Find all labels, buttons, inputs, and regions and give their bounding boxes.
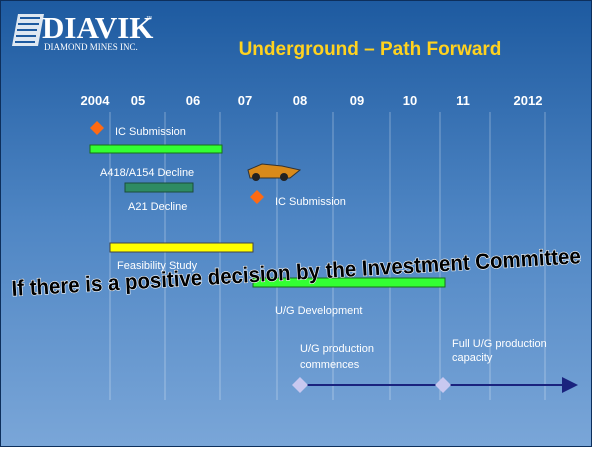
logo: DIAVIK ™ DIAMOND MINES INC.	[12, 10, 153, 52]
slide-title: Underground – Path Forward	[239, 39, 502, 60]
task-bar	[109, 242, 254, 253]
milestone-diamond	[250, 190, 264, 204]
logo-mark: ™	[146, 15, 152, 22]
milestone-label: Full U/G production	[452, 338, 547, 350]
year-label: 06	[186, 93, 200, 108]
year-label: 07	[238, 93, 252, 108]
task-label: IC Submission	[115, 126, 186, 138]
task-label: U/G Development	[275, 305, 362, 317]
task-bar	[89, 144, 223, 154]
task-bar	[252, 277, 446, 288]
milestone-diamond	[292, 377, 308, 393]
year-label: 09	[350, 93, 364, 108]
task-label: A21 Decline	[128, 201, 187, 213]
logo-sub: DIAMOND MINES INC.	[44, 42, 138, 52]
year-label: 2004	[81, 93, 111, 108]
year-label: 08	[293, 93, 307, 108]
grid	[109, 112, 546, 400]
milestone-diamond	[90, 121, 104, 135]
milestone-label: U/G production	[300, 343, 374, 355]
loader-icon	[247, 163, 302, 181]
year-label: 11	[456, 93, 470, 108]
year-axis: 2004 05 06 07 08 09 10 11 2012	[81, 93, 543, 108]
year-label: 05	[131, 93, 145, 108]
task-bar	[124, 182, 194, 193]
task-label: IC Submission	[275, 196, 346, 208]
task-label: A418/A154 Decline	[100, 167, 194, 179]
year-label: 2012	[514, 93, 543, 108]
logo-text: DIAVIK	[42, 10, 153, 45]
milestone-label: commences	[300, 359, 360, 371]
milestone-diamond	[435, 377, 451, 393]
task-label: Feasibility Study	[117, 260, 198, 272]
year-label: 10	[403, 93, 417, 108]
milestone-label: capacity	[452, 352, 493, 364]
